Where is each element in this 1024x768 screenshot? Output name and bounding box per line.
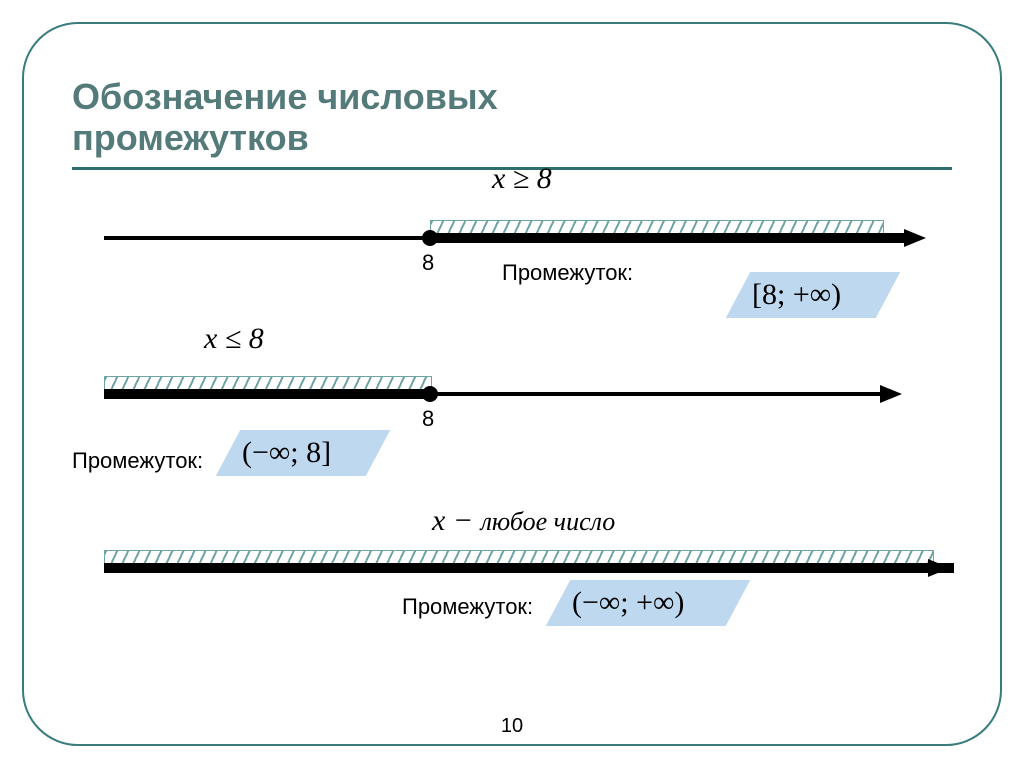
arrow-2 bbox=[880, 385, 902, 403]
numberline-1: 8 bbox=[72, 198, 932, 268]
inequality-2: x ≤ 8 bbox=[204, 322, 264, 356]
caption-1: Промежуток: bbox=[502, 260, 633, 286]
slide: Обозначение числовых промежутков x ≥ 8 8… bbox=[0, 0, 1024, 768]
diagram-3: x − любое число Промежуток: (−∞; +∞) bbox=[72, 512, 952, 662]
thick-1 bbox=[430, 233, 908, 243]
numberline-2: 8 bbox=[72, 354, 932, 424]
diagram-1: x ≥ 8 8 Промежуток: [8; +∞) bbox=[72, 180, 952, 330]
point-1 bbox=[422, 230, 438, 246]
caption-3: Промежуток: bbox=[402, 594, 533, 620]
page-number: 10 bbox=[0, 715, 1024, 738]
point-label-2: 8 bbox=[422, 406, 434, 432]
arrow-3 bbox=[928, 559, 950, 577]
caption-2: Промежуток: bbox=[72, 448, 203, 474]
interval-2: (−∞; 8] bbox=[242, 430, 331, 476]
diagram-2: x ≤ 8 8 Промежуток: (−∞; 8] bbox=[72, 330, 952, 500]
inequality-3-prefix: x − bbox=[432, 504, 481, 537]
interval-box-3: (−∞; +∞) bbox=[572, 580, 684, 626]
point-label-1: 8 bbox=[422, 250, 434, 276]
title-line-2: промежутков bbox=[72, 117, 309, 158]
interval-box-1: [8; +∞) bbox=[752, 272, 841, 318]
thick-3 bbox=[104, 563, 954, 573]
title-line-1: Обозначение числовых bbox=[72, 76, 498, 117]
content-area: x ≥ 8 8 Промежуток: [8; +∞) x ≤ 8 bbox=[72, 180, 952, 662]
inequality-3-rest: любое число bbox=[481, 507, 616, 536]
point-2 bbox=[422, 386, 438, 402]
interval-box-2: (−∞; 8] bbox=[242, 430, 331, 476]
inequality-3: x − любое число bbox=[432, 504, 615, 538]
thick-2 bbox=[104, 389, 430, 399]
inequality-1: x ≥ 8 bbox=[492, 162, 552, 196]
interval-3: (−∞; +∞) bbox=[572, 580, 684, 626]
slide-title: Обозначение числовых промежутков bbox=[72, 76, 952, 159]
arrow-1 bbox=[904, 229, 926, 247]
title-block: Обозначение числовых промежутков bbox=[72, 76, 952, 170]
interval-1: [8; +∞) bbox=[752, 272, 841, 318]
